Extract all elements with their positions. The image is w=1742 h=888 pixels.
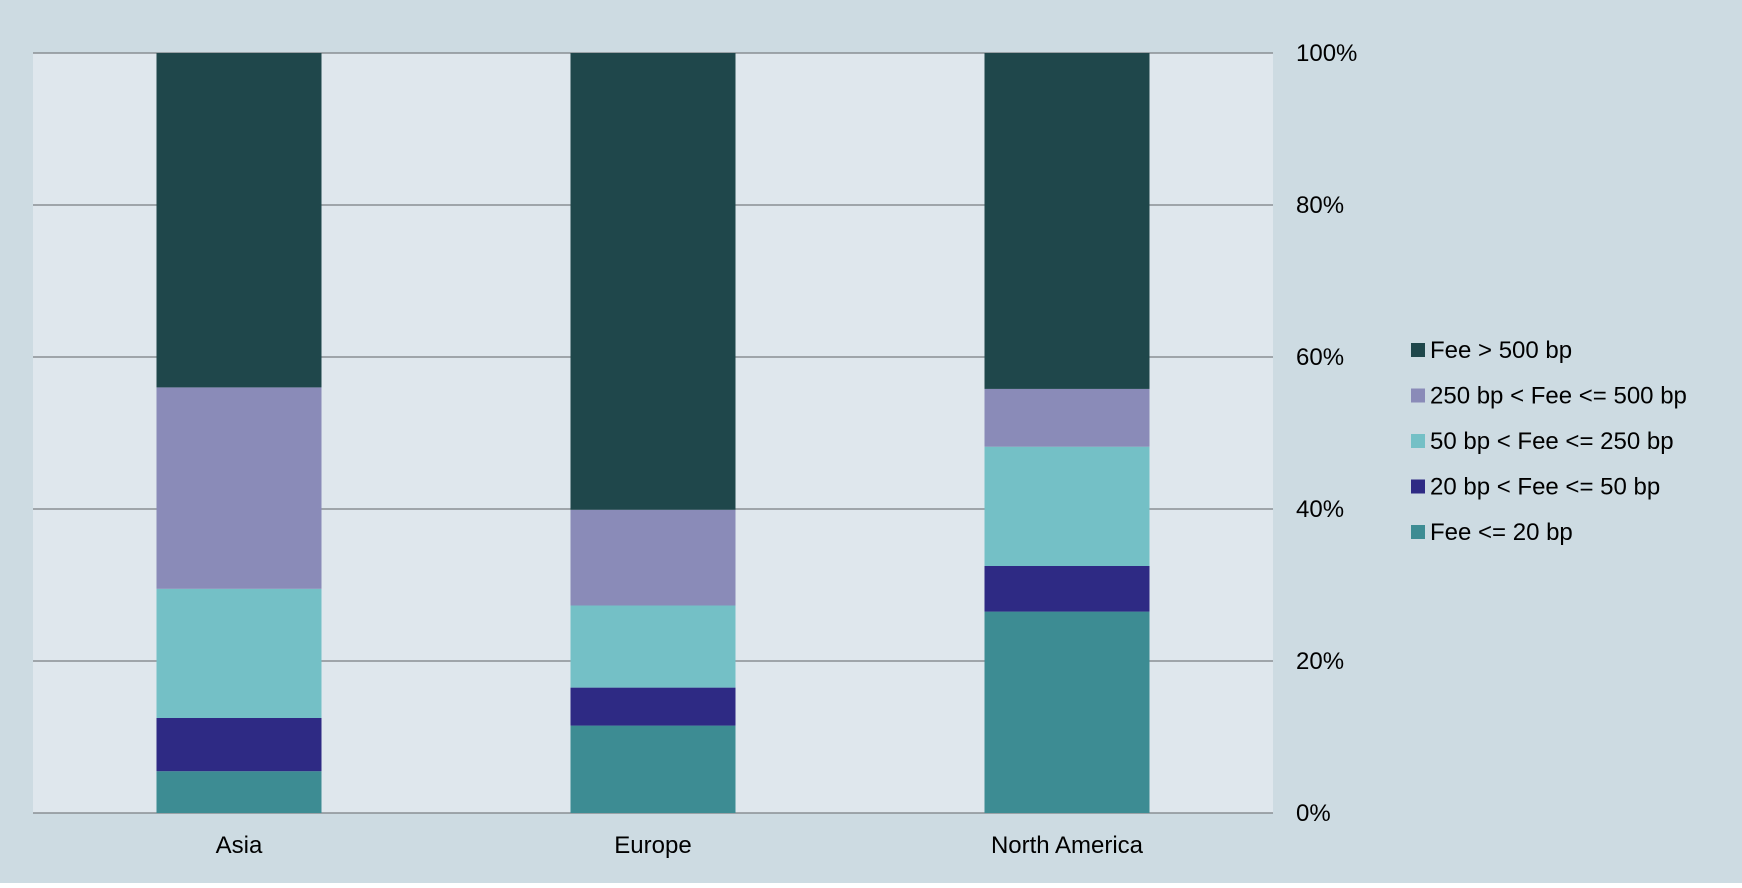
bar-segment [984,611,1150,813]
bar-segment [984,446,1150,566]
legend-label: Fee <= 20 bp [1430,519,1573,546]
bar-segment [156,53,322,388]
legend-label: 250 bp < Fee <= 500 bp [1430,383,1687,410]
legend-item: 50 bp < Fee <= 250 bp [1411,428,1674,455]
bar-segment [984,566,1150,612]
legend-item: Fee > 500 bp [1411,337,1572,364]
y-axis-tick-labels: 0% 20% 40% 60% 80% 100% [1296,40,1357,827]
x-axis-tick-labels: Asia Europe North America [216,832,1144,859]
legend-label: Fee > 500 bp [1430,337,1572,364]
legend: Fee > 500 bp 250 bp < Fee <= 500 bp 50 bp … [1411,337,1687,546]
bar-segment [156,718,322,772]
x-tick-label: Asia [216,832,263,859]
legend-swatch [1411,343,1425,357]
bar-segment [570,53,736,510]
bar-segment [156,771,322,813]
legend-swatch [1411,434,1425,448]
bar-segment [984,53,1150,389]
legend-swatch [1411,479,1425,494]
bar-segment [570,687,736,726]
bars [156,53,1150,813]
x-tick-label: North America [991,832,1144,859]
bar-segment [156,588,322,718]
legend-item: 20 bp < Fee <= 50 bp [1411,474,1660,501]
bar-segment [570,509,736,606]
y-tick-label: 40% [1296,496,1344,523]
legend-swatch [1411,525,1425,539]
y-tick-label: 20% [1296,648,1344,675]
bar-segment [570,605,736,688]
bar-segment [984,388,1150,447]
legend-swatch [1411,388,1425,403]
bar-segment [570,725,736,813]
bar-segment [156,387,322,589]
legend-item: 250 bp < Fee <= 500 bp [1411,383,1687,410]
y-tick-label: 0% [1296,800,1331,827]
legend-label: 50 bp < Fee <= 250 bp [1430,428,1674,455]
x-tick-label: Europe [614,832,691,859]
y-tick-label: 80% [1296,192,1344,219]
legend-item: Fee <= 20 bp [1411,519,1573,546]
legend-label: 20 bp < Fee <= 50 bp [1430,474,1660,501]
y-tick-label: 60% [1296,344,1344,371]
y-tick-label: 100% [1296,40,1357,67]
